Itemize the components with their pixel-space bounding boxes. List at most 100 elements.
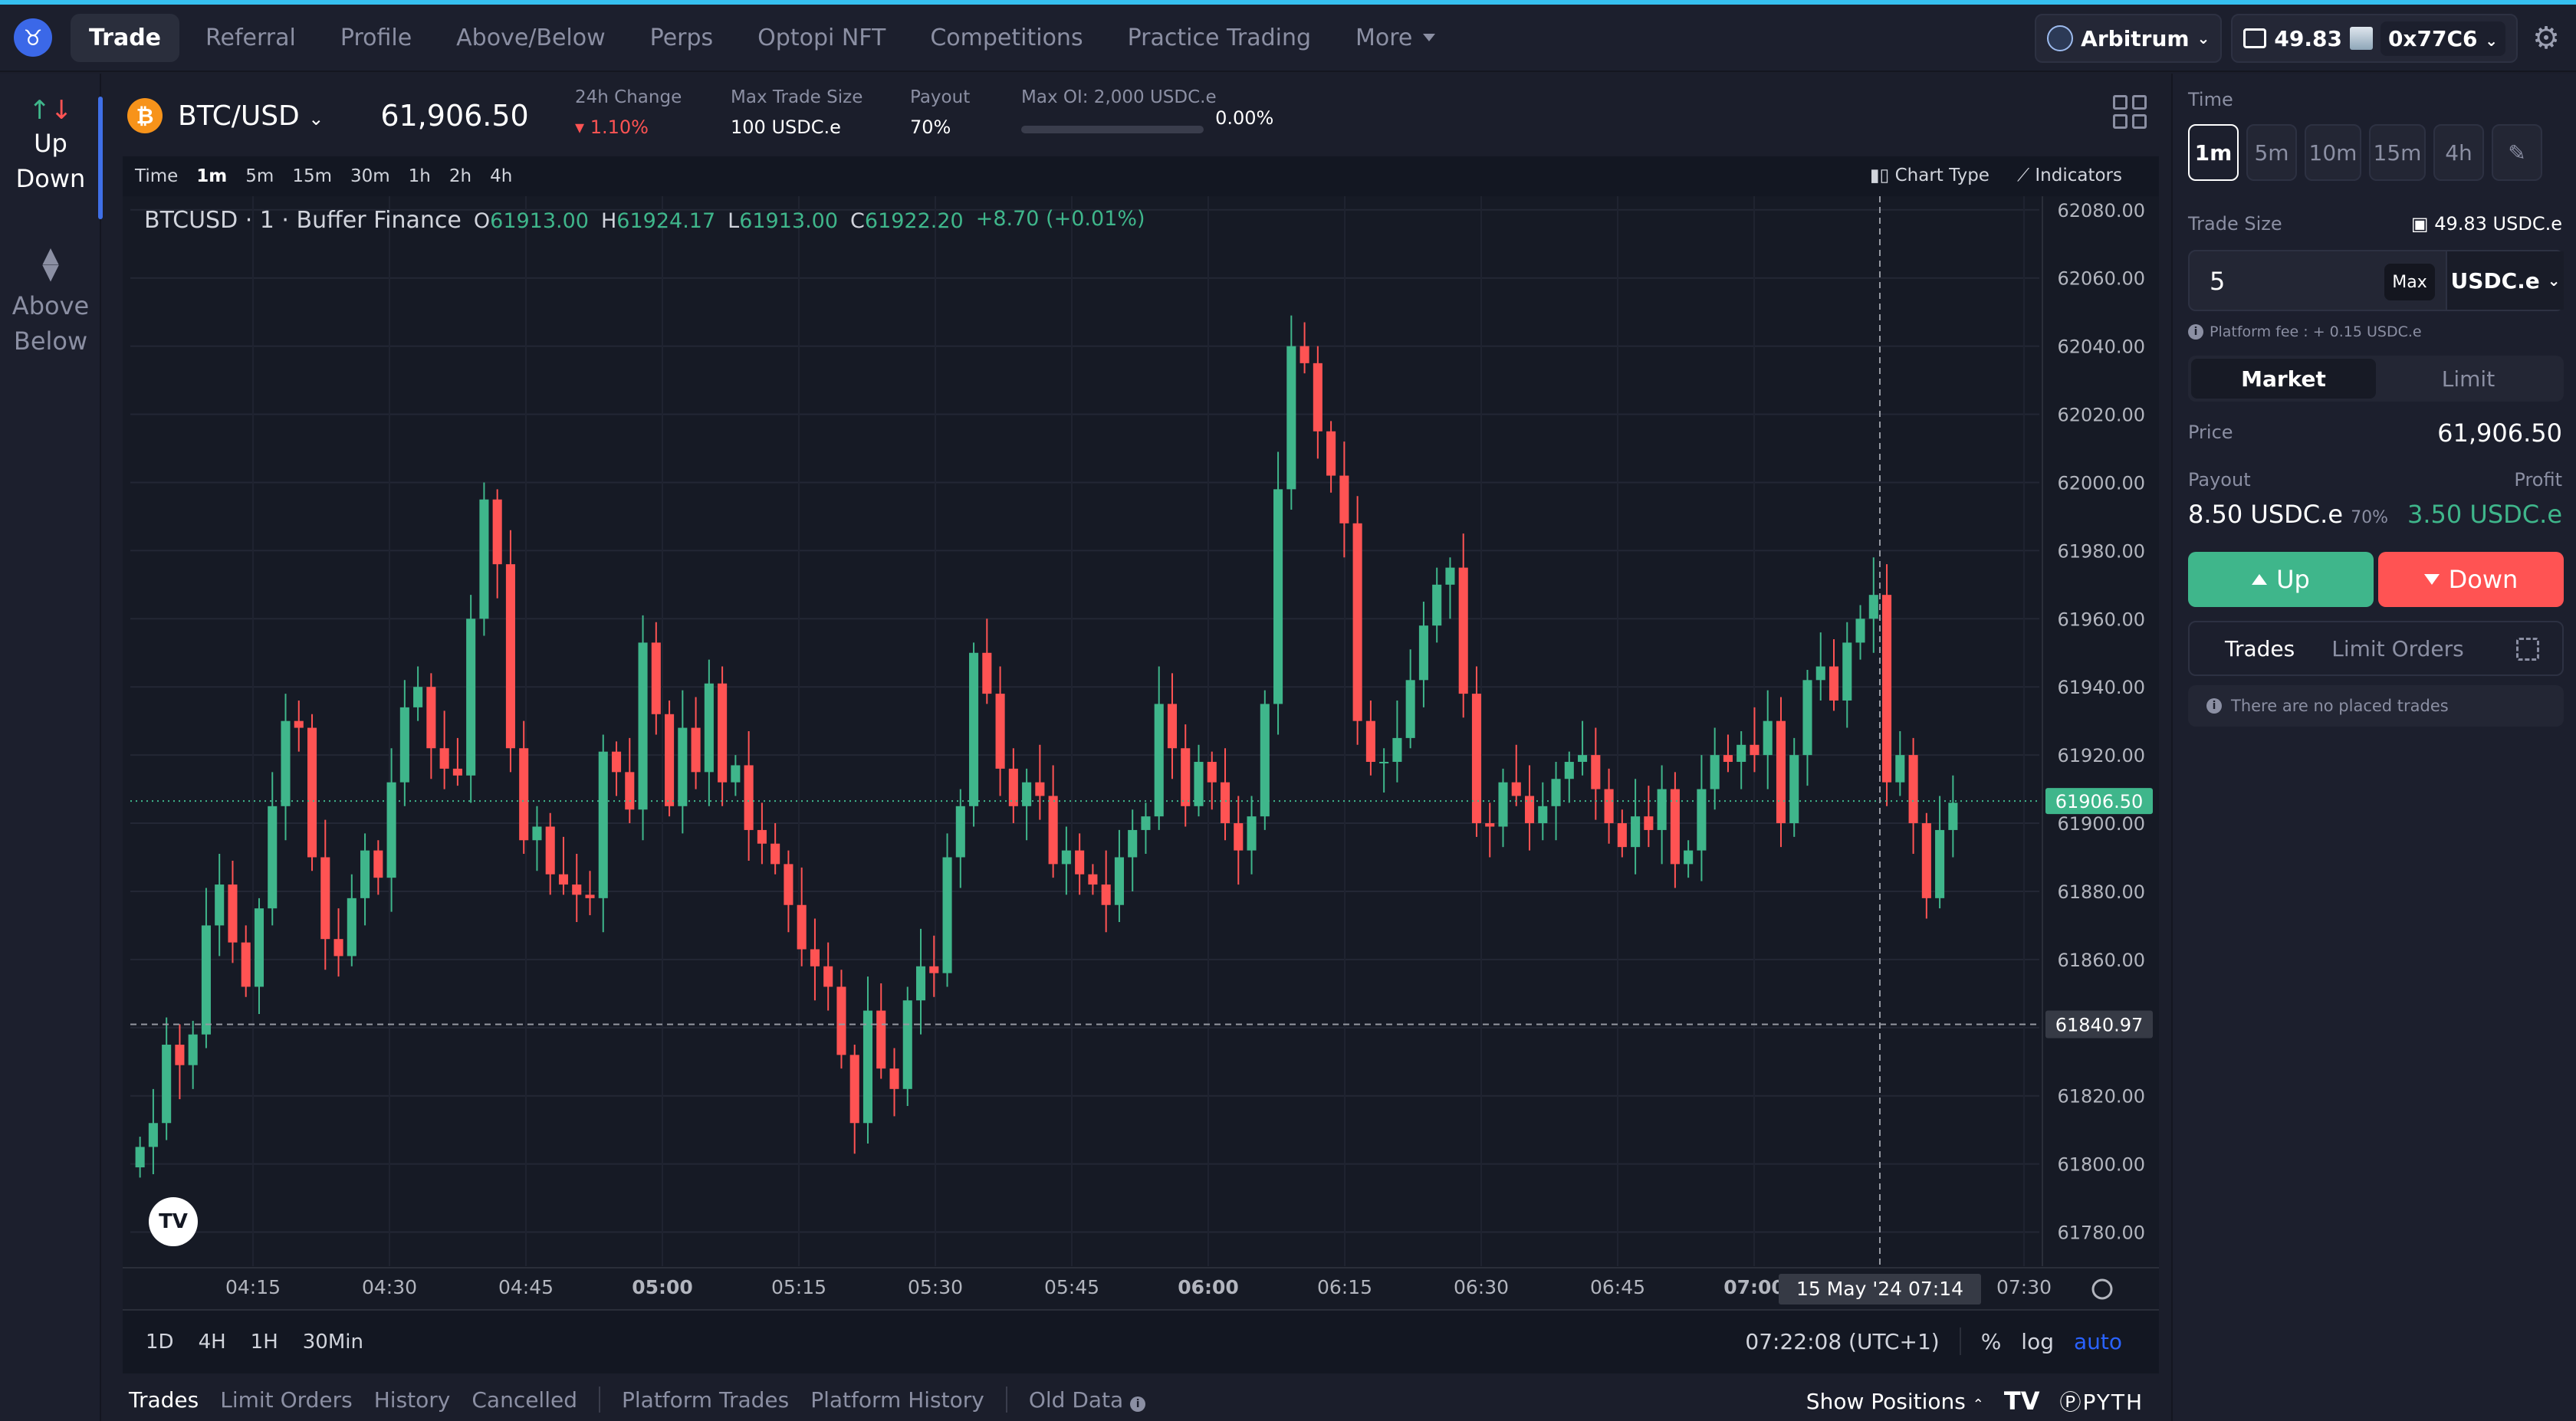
candle-body — [413, 687, 423, 707]
percent-toggle[interactable]: % — [1980, 1328, 2002, 1354]
sidebar-below-label: Below — [13, 327, 88, 356]
market-tab[interactable]: Market — [2191, 359, 2376, 399]
tf-5m[interactable]: 5m — [245, 166, 274, 186]
log-toggle[interactable]: log — [2021, 1328, 2054, 1354]
pyth-logo: ⓅPYTH — [2059, 1390, 2144, 1415]
nav-above-below[interactable]: Above/Below — [456, 24, 606, 51]
y-tick-label: 61940.00 — [2057, 677, 2145, 698]
nav-competitions[interactable]: Competitions — [930, 24, 1083, 51]
time-4h-button[interactable]: 4h — [2433, 124, 2484, 181]
price-chart[interactable]: 62080.00 62060.00 62040.00 62020.00 62000.00… — [123, 156, 2159, 1309]
time-15m-button[interactable]: 15m — [2369, 124, 2426, 181]
currency-selector[interactable]: USDC.e ⌄ — [2446, 251, 2564, 310]
nav-perps[interactable]: Perps — [649, 24, 714, 51]
candle-body — [1300, 346, 1309, 363]
tab-platform-trades[interactable]: Platform Trades — [622, 1387, 790, 1413]
up-button[interactable]: Up — [2188, 552, 2374, 607]
sidebar-item-up-down[interactable]: ↑↓ Up Down — [0, 95, 101, 196]
time-10m-button[interactable]: 10m — [2305, 124, 2361, 181]
chain-name: Arbitrum — [2081, 25, 2190, 51]
candle-body — [823, 966, 833, 987]
max-button[interactable]: Max — [2384, 264, 2435, 300]
settings-icon[interactable] — [2091, 1278, 2113, 1300]
candle-body — [558, 874, 569, 885]
tf-1h[interactable]: 1h — [408, 166, 431, 186]
time-1m-button[interactable]: 1m — [2188, 124, 2239, 181]
candle-body — [545, 826, 555, 875]
show-positions-toggle[interactable]: Show Positions ⌃ — [1806, 1388, 1984, 1414]
tf-1m[interactable]: 1m — [196, 166, 228, 186]
pair-selector[interactable]: BTC/USD ⌄ — [178, 100, 324, 132]
expand-icon[interactable] — [2516, 638, 2539, 661]
tab-old-data[interactable]: Old Data i — [1018, 1387, 1156, 1413]
candle-body — [1260, 704, 1270, 817]
candle-body — [731, 765, 741, 783]
gear-icon[interactable]: ⚙ — [2532, 21, 2560, 56]
candle-body — [1815, 666, 1825, 681]
range-4h[interactable]: 4H — [198, 1331, 226, 1354]
time-5m-button[interactable]: 5m — [2246, 124, 2297, 181]
trade-size-value[interactable]: 5 — [2210, 267, 2226, 296]
pencil-icon: ✎ — [2508, 139, 2526, 166]
candle-body — [1895, 755, 1905, 783]
tab-platform-history[interactable]: Platform History — [810, 1387, 984, 1413]
info-icon: i — [1130, 1396, 1146, 1412]
nav-referral[interactable]: Referral — [205, 24, 296, 51]
tab-trades[interactable]: Trades — [129, 1387, 199, 1413]
crosshair-price-label: 61840.97 — [2055, 1014, 2144, 1035]
trades-tab[interactable]: Trades — [2225, 635, 2295, 661]
nav-profile[interactable]: Profile — [340, 24, 412, 51]
candle-body — [254, 908, 264, 987]
chart-toolbar: Time 1m 5m 15m 30m 1h 2h 4h ▮▯ Chart Typ… — [123, 156, 2159, 196]
candle-body — [1022, 782, 1032, 806]
tab-limit-orders[interactable]: Limit Orders — [220, 1387, 353, 1413]
indicators-button[interactable]: ⟋ Indicators — [2016, 166, 2122, 185]
tab-cancelled[interactable]: Cancelled — [472, 1387, 577, 1413]
candle-body — [201, 925, 211, 1035]
edit-time-button[interactable]: ✎ — [2492, 124, 2542, 181]
wallet-balance: 49.83 — [2274, 25, 2342, 51]
payout-label: Payout — [2188, 469, 2251, 491]
candle-body — [678, 727, 688, 806]
tf-2h[interactable]: 2h — [449, 166, 472, 186]
limit-tab[interactable]: Limit — [2441, 366, 2496, 392]
tf-4h[interactable]: 4h — [490, 166, 513, 186]
down-button[interactable]: Down — [2378, 552, 2564, 607]
chain-selector[interactable]: Arbitrum ⌄ — [2035, 14, 2223, 63]
price-value: 61,906.50 — [2437, 418, 2562, 448]
layout-grid-icon[interactable] — [2113, 95, 2147, 129]
buffer-logo-icon[interactable]: ♉ — [14, 18, 52, 57]
chart-panel[interactable]: 62080.00 62060.00 62040.00 62020.00 62000.00… — [123, 156, 2159, 1373]
nav-practice-trading[interactable]: Practice Trading — [1127, 24, 1312, 51]
candle-body — [849, 1055, 859, 1124]
candle-body — [281, 720, 291, 806]
range-1h[interactable]: 1H — [250, 1331, 278, 1354]
tf-30m[interactable]: 30m — [350, 166, 390, 186]
range-30min[interactable]: 30Min — [302, 1331, 363, 1354]
candle-body — [1868, 595, 1878, 619]
x-tick-label: 04:30 — [362, 1276, 417, 1298]
candle-body — [228, 884, 238, 943]
nav-trade[interactable]: Trade — [71, 13, 180, 62]
candle-body — [585, 894, 595, 898]
candle-body — [651, 642, 661, 714]
sidebar-item-above-below[interactable]: ▲ ▼ Above Below — [0, 244, 101, 359]
candle-body — [1220, 782, 1230, 824]
tab-history[interactable]: History — [373, 1387, 451, 1413]
nav-optopi-nft[interactable]: Optopi NFT — [757, 24, 886, 51]
range-1d[interactable]: 1D — [146, 1331, 174, 1354]
candle-body — [1776, 720, 1786, 824]
tradingview-logo-icon[interactable]: TV — [149, 1197, 198, 1246]
y-tick-label: 61980.00 — [2057, 540, 2145, 562]
nav-more[interactable]: More — [1337, 14, 1454, 62]
candle-body — [1088, 874, 1098, 885]
limit-orders-tab[interactable]: Limit Orders — [2331, 635, 2464, 661]
trade-size-input[interactable]: 5 Max USDC.e ⌄ — [2188, 250, 2564, 311]
candle-body — [294, 720, 304, 728]
chart-type-button[interactable]: ▮▯ Chart Type — [1869, 166, 1990, 185]
tf-15m[interactable]: 15m — [292, 166, 332, 186]
y-tick-label: 61820.00 — [2057, 1086, 2145, 1108]
sidebar-down-label: Down — [15, 164, 86, 193]
account-pill[interactable]: 49.83 0x77C6 ⌄ — [2231, 14, 2518, 63]
auto-toggle[interactable]: auto — [2073, 1328, 2122, 1354]
